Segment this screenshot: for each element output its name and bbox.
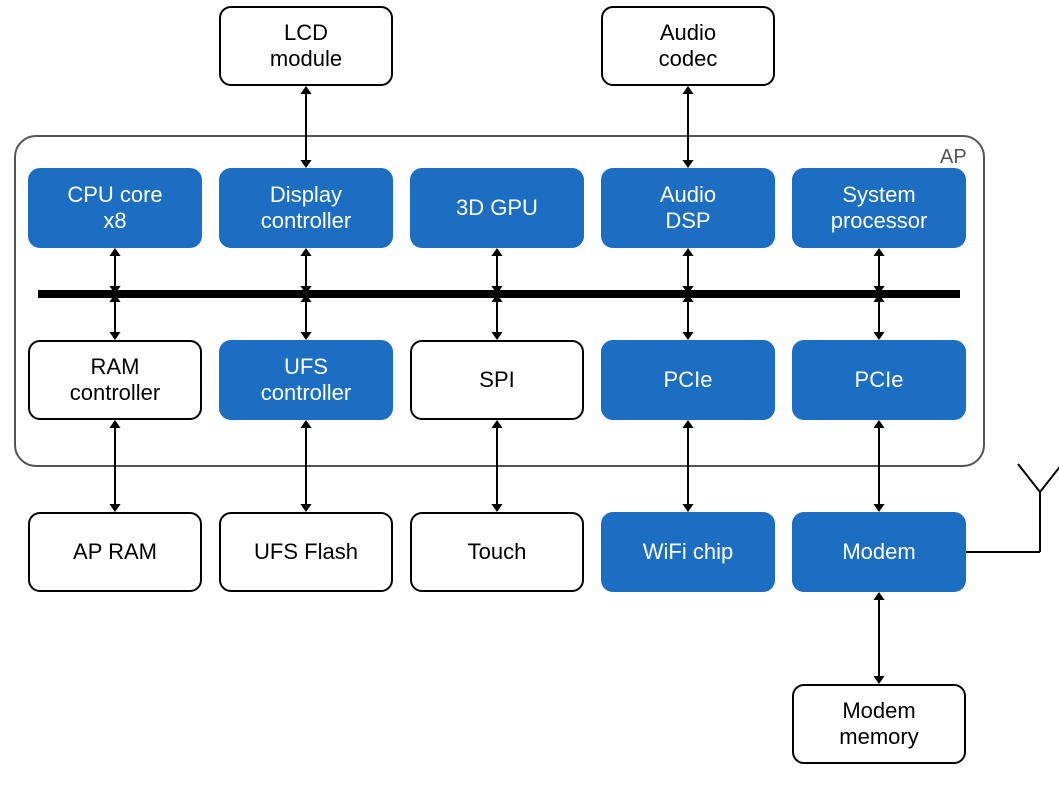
node-audio-dsp: Audio DSP (601, 168, 775, 248)
node-ufs-flash: UFS Flash (219, 512, 393, 592)
node-ap-ram: AP RAM (28, 512, 202, 592)
node-wifi: WiFi chip (601, 512, 775, 592)
node-touch: Touch (410, 512, 584, 592)
node-audio-codec: Audio codec (601, 6, 775, 86)
node-display-ctrl: Display controller (219, 168, 393, 248)
node-ufs-ctrl: UFS controller (219, 340, 393, 420)
node-modem-mem: Modem memory (792, 684, 966, 764)
node-ram-ctrl: RAM controller (28, 340, 202, 420)
node-cpu-core: CPU core x8 (28, 168, 202, 248)
diagram-canvas: APLCD moduleAudio codecCPU core x8Displa… (0, 0, 1059, 797)
node-pcie-2: PCIe (792, 340, 966, 420)
node-lcd-module: LCD module (219, 6, 393, 86)
node-gpu: 3D GPU (410, 168, 584, 248)
node-sys-proc: System processor (792, 168, 966, 248)
node-modem: Modem (792, 512, 966, 592)
node-pcie-1: PCIe (601, 340, 775, 420)
node-spi: SPI (410, 340, 584, 420)
